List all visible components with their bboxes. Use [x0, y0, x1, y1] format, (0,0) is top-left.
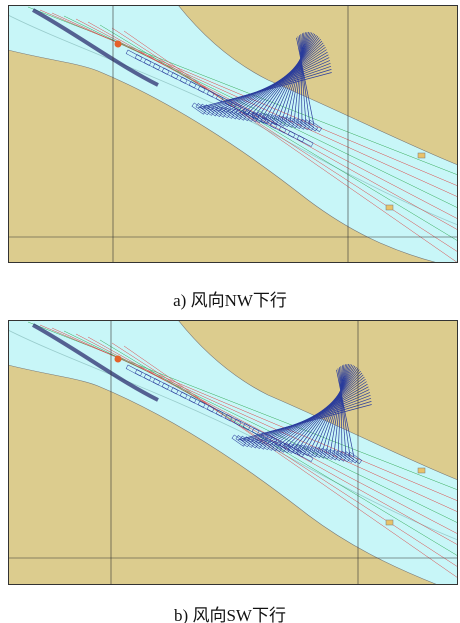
buoy [418, 153, 425, 158]
buoy [386, 520, 393, 525]
caption: b) 风向SW下行 [0, 601, 460, 623]
map-panel [8, 5, 458, 263]
buoy [386, 205, 393, 210]
figure: a) 风向NW下行 b) 风向SW下行 [0, 0, 460, 623]
marker [115, 41, 122, 48]
marker [115, 356, 122, 363]
caption: a) 风向NW下行 [0, 286, 460, 311]
buoy [418, 468, 425, 473]
map-panel [8, 320, 458, 585]
